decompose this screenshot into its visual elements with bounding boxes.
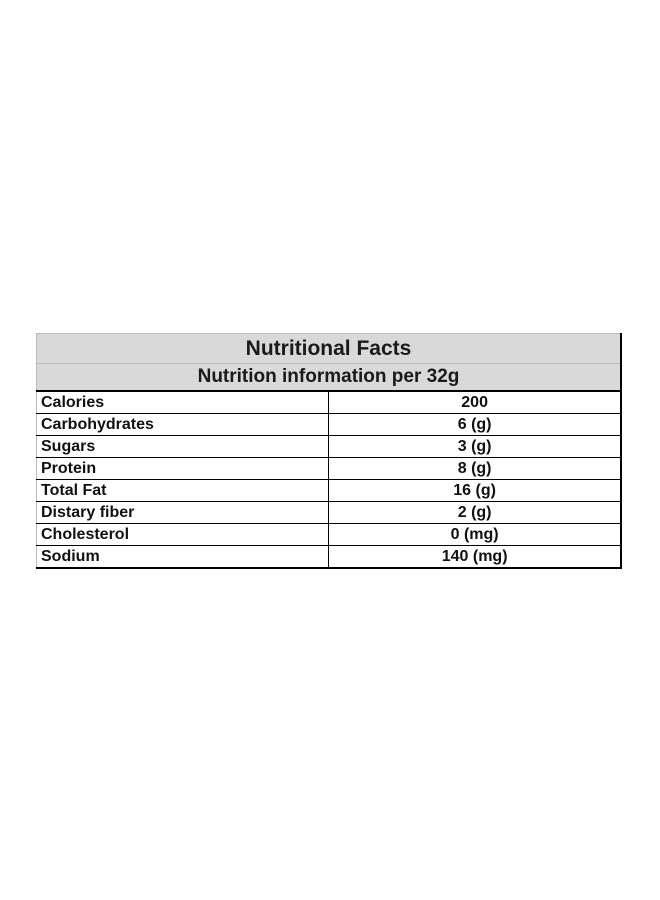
nutrient-amount: 16 (g): [328, 479, 621, 502]
table-row: Total Fat 16 (g): [36, 479, 621, 502]
table-subtitle: Nutrition information per 32g: [36, 363, 621, 392]
nutrient-amount: 3 (g): [328, 435, 621, 458]
nutrient-amount: 6 (g): [328, 413, 621, 436]
table-row: Calories 200: [36, 391, 621, 414]
nutrient-amount: 140 (mg): [441, 548, 508, 565]
nutrient-name: Total Fat: [36, 479, 330, 502]
nutrient-amount: 0 (mg): [328, 523, 621, 546]
table-title: Nutritional Facts: [36, 333, 621, 364]
table-row: Distary fiber 2 (g): [36, 501, 621, 524]
table-row: Cholesterol 0 (mg): [36, 523, 621, 546]
nutrient-name: Carbohydrates: [36, 413, 330, 436]
nutrient-name: Sugars: [36, 435, 330, 458]
nutrient-name: Sodium: [36, 545, 330, 568]
subtitle-row: Nutrition information per 32g: [36, 363, 621, 392]
table-row: Sugars 3 (g): [36, 435, 621, 458]
table-row: Protein 8 (g): [36, 457, 621, 480]
nutrient-name: Distary fiber: [36, 501, 330, 524]
nutrient-amount: 8 (g): [328, 457, 621, 480]
nutrient-amount: 2 (g): [328, 501, 621, 524]
nutrient-name: Calories: [36, 391, 330, 414]
title-row: Nutritional Facts: [36, 333, 621, 364]
nutrient-name: Protein: [36, 457, 330, 480]
table-row: Carbohydrates 6 (g): [36, 413, 621, 436]
nutrient-name: Cholesterol: [36, 523, 330, 546]
nutrient-amount: 200: [328, 391, 621, 414]
table-row: Sodium 140 (mg): [36, 545, 622, 568]
nutrition-facts-table: Nutritional Facts Nutrition information …: [36, 333, 622, 569]
